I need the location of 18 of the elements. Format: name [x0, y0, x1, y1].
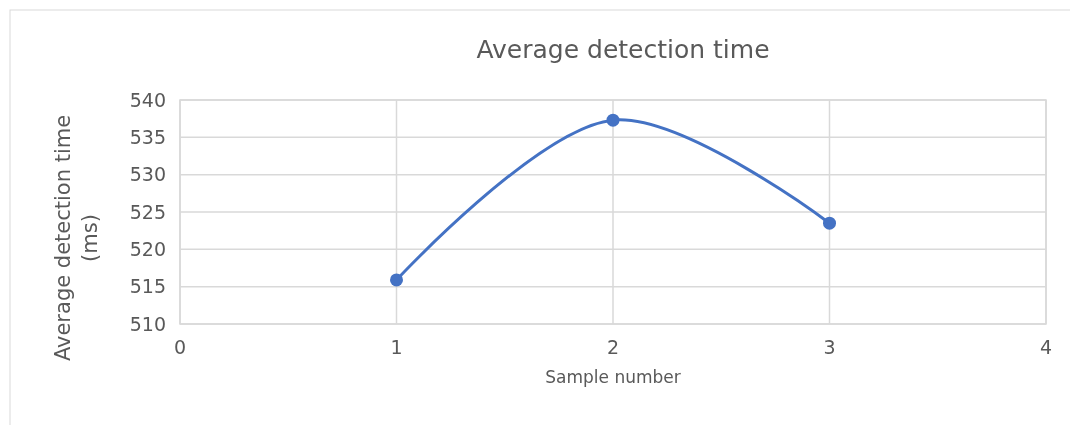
- x-tick-label: 0: [173, 336, 187, 358]
- y-tick-label: 515: [129, 275, 166, 298]
- x-tick-label: 2: [606, 336, 620, 358]
- y-tick-label: 510: [129, 312, 166, 335]
- y-tick-label: 535: [129, 125, 166, 148]
- x-tick-label: 4: [1039, 336, 1053, 358]
- y-tick-label: 530: [129, 163, 166, 186]
- x-tick-label: 3: [823, 336, 836, 358]
- x-tick-label: 1: [390, 336, 403, 358]
- y-tick-label: 520: [129, 237, 166, 260]
- point: [390, 273, 403, 287]
- x-axis-title: Sample number: [545, 367, 681, 387]
- point: [606, 113, 620, 127]
- y-axis-title: Average detection time (ms): [51, 114, 102, 362]
- y-tick-label: 525: [129, 200, 166, 223]
- y-tick-label: 540: [129, 88, 166, 111]
- chart-title: Average detection time: [476, 35, 770, 64]
- point: [823, 216, 836, 230]
